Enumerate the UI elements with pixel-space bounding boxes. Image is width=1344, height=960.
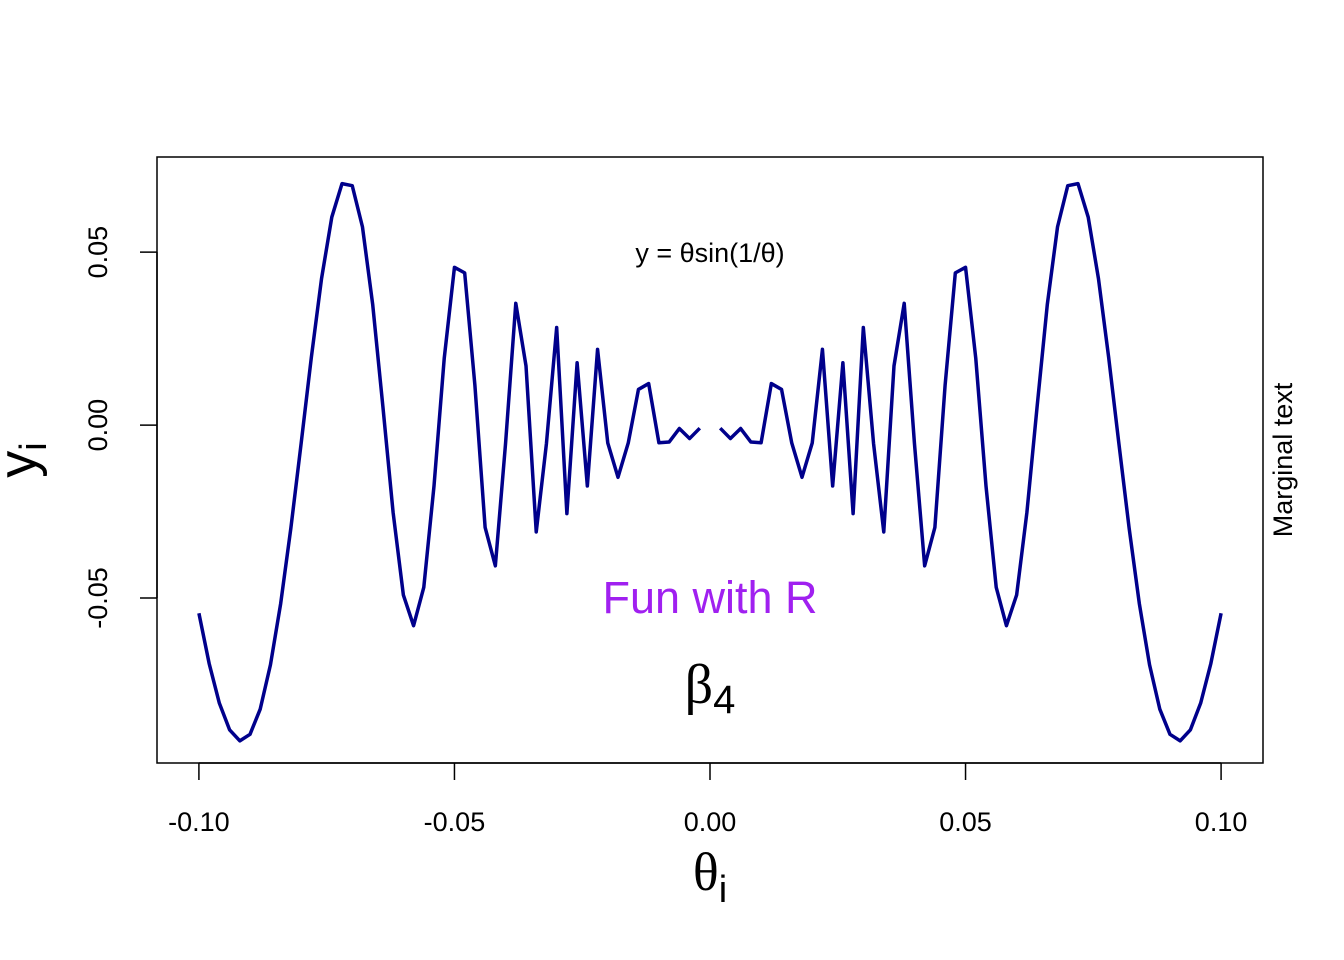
formula: y = θsin(1/θ) — [635, 238, 784, 268]
beta-label: β4 — [685, 654, 736, 722]
y-axis-label: yi — [0, 442, 55, 477]
y-label: y — [0, 451, 48, 478]
x-label-sub: i — [719, 869, 727, 911]
x-axis-label: θi — [693, 842, 727, 911]
y-tick-label: -0.05 — [83, 567, 113, 629]
x-label: θ — [693, 842, 719, 902]
y-label-sub: i — [13, 442, 55, 450]
marginal-text: Marginal text — [1268, 382, 1298, 537]
beta: β — [685, 654, 714, 716]
y-tick-label: 0.05 — [83, 226, 113, 279]
x-tick-label: -0.05 — [424, 807, 486, 837]
x-tick-label: 0.00 — [684, 807, 737, 837]
x-tick-label: -0.10 — [168, 807, 230, 837]
y-tick-label: 0.00 — [83, 399, 113, 452]
x-tick-label: 0.10 — [1195, 807, 1248, 837]
data-line — [197, 181, 1223, 743]
x-tick-label: 0.05 — [939, 807, 992, 837]
fun-label: Fun with R — [602, 572, 817, 623]
beta-sub: 4 — [713, 678, 735, 722]
